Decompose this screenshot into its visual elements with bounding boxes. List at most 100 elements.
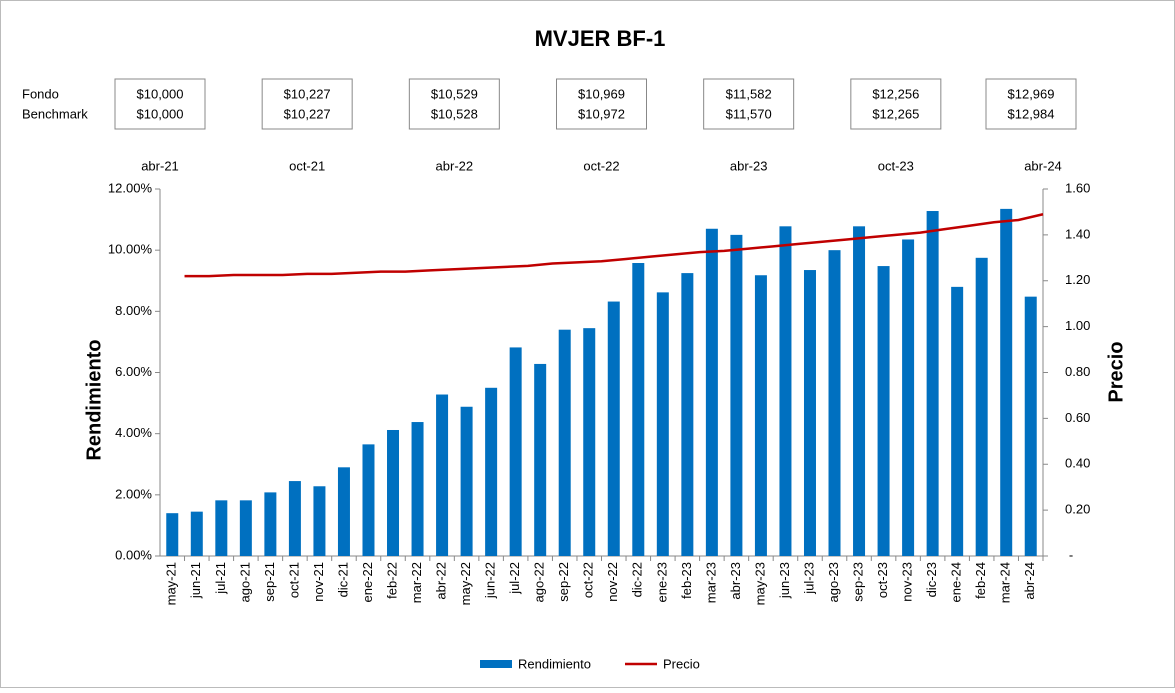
bar xyxy=(485,387,498,556)
bar xyxy=(754,275,767,556)
x2-tick-label: oct-21 xyxy=(289,158,325,173)
x2-tick-label: abr-23 xyxy=(730,158,768,173)
summary-box xyxy=(408,78,500,130)
bar xyxy=(387,429,400,556)
summary-row-label: Benchmark xyxy=(22,106,88,121)
summary-value: $10,529 xyxy=(431,86,478,101)
y-tick-label: 6.00% xyxy=(115,364,152,379)
x-tick-label: abr-23 xyxy=(728,562,743,600)
bar xyxy=(558,329,571,556)
y2-tick-label: 0.60 xyxy=(1065,410,1090,425)
x-tick-label: feb-23 xyxy=(679,562,694,599)
bar xyxy=(166,513,179,556)
summary-value: $10,972 xyxy=(578,106,625,121)
bar xyxy=(853,226,866,557)
legend-label: Precio xyxy=(663,656,700,671)
x-tick-label: sep-22 xyxy=(556,562,571,602)
summary-box xyxy=(114,78,206,130)
y2-tick-label: 1.00 xyxy=(1065,318,1090,333)
x-tick-label: jul-22 xyxy=(507,562,522,595)
x2-tick-label: abr-24 xyxy=(1024,158,1062,173)
summary-value: $10,227 xyxy=(284,86,331,101)
bar xyxy=(190,511,203,556)
x-tick-label: oct-22 xyxy=(581,562,596,598)
bar xyxy=(656,292,669,556)
bar xyxy=(509,347,522,556)
y-tick-label: 8.00% xyxy=(115,303,152,318)
summary-box xyxy=(556,78,647,130)
x2-tick-label: abr-22 xyxy=(436,158,474,173)
x-tick-label: mar-24 xyxy=(998,562,1013,603)
x-tick-label: oct-21 xyxy=(286,562,301,598)
x2-tick-label: oct-22 xyxy=(583,158,619,173)
x-tick-label: jun-21 xyxy=(188,562,203,599)
y2-tick-label: 0.80 xyxy=(1065,364,1090,379)
y-tick-label: 4.00% xyxy=(115,425,152,440)
bar xyxy=(215,500,228,556)
legend-swatch xyxy=(480,660,512,668)
summary-value: $11,570 xyxy=(726,106,772,121)
x-tick-label: jun-22 xyxy=(483,562,498,599)
summary-value: $10,528 xyxy=(431,106,478,121)
bar xyxy=(975,257,988,556)
bar xyxy=(779,226,792,557)
x-tick-label: ene-24 xyxy=(949,562,964,602)
x-tick-label: ago-23 xyxy=(826,562,841,602)
x-tick-label: ene-23 xyxy=(654,562,669,602)
summary-value: $12,984 xyxy=(1008,106,1055,121)
x-tick-label: dic-23 xyxy=(924,562,939,597)
summary-value: $10,000 xyxy=(137,86,184,101)
bar xyxy=(803,270,816,556)
x-tick-label: mar-22 xyxy=(409,562,424,603)
bar xyxy=(902,239,915,556)
y-tick-label: 12.00% xyxy=(108,180,153,195)
bar xyxy=(681,273,694,556)
bar xyxy=(1024,296,1037,556)
bar xyxy=(730,234,743,556)
x-tick-label: jul-23 xyxy=(801,562,816,595)
bar xyxy=(607,301,620,556)
x2-tick-label: abr-21 xyxy=(141,158,179,173)
bar xyxy=(239,500,252,556)
x-tick-label: feb-22 xyxy=(384,562,399,599)
x-tick-label: dic-22 xyxy=(630,562,645,597)
bar xyxy=(534,363,547,556)
y-tick-label: 0.00% xyxy=(115,547,152,562)
y-tick-label: 10.00% xyxy=(108,242,153,257)
x-tick-label: may-21 xyxy=(164,562,179,605)
y2-axis-label: Precio xyxy=(1105,341,1127,402)
x-tick-label: may-23 xyxy=(752,562,767,605)
summary-box xyxy=(703,78,795,130)
chart-title: MVJER BF-1 xyxy=(535,26,666,51)
x-tick-label: may-22 xyxy=(458,562,473,605)
x-tick-label: ago-22 xyxy=(532,562,547,602)
bar xyxy=(411,422,424,556)
line xyxy=(184,213,1044,278)
x-tick-label: nov-21 xyxy=(311,562,326,602)
x-tick-label: dic-21 xyxy=(335,562,350,597)
summary-value: $12,265 xyxy=(872,106,919,121)
bar xyxy=(264,492,277,556)
summary-value: $10,969 xyxy=(578,86,625,101)
bar xyxy=(313,486,326,556)
x-tick-label: oct-23 xyxy=(875,562,890,598)
x-tick-label: ene-22 xyxy=(360,562,375,602)
legend-label: Rendimiento xyxy=(518,656,591,671)
bar xyxy=(828,250,841,556)
summary-value: $10,227 xyxy=(284,106,331,121)
x2-tick-label: oct-23 xyxy=(878,158,914,173)
bar xyxy=(337,467,350,556)
x-tick-label: abr-22 xyxy=(434,562,449,600)
x-tick-label: sep-21 xyxy=(262,562,277,602)
y2-tick-label: 1.40 xyxy=(1065,226,1090,241)
summary-row-label: Fondo xyxy=(22,86,59,101)
y2-tick-label: 0.20 xyxy=(1065,502,1090,517)
x-tick-label: nov-22 xyxy=(605,562,620,602)
x-tick-label: jun-23 xyxy=(777,562,792,599)
x-tick-label: abr-24 xyxy=(1022,562,1037,600)
bar xyxy=(1000,208,1013,557)
bar xyxy=(583,328,596,556)
summary-box xyxy=(850,78,942,130)
bar xyxy=(951,286,964,556)
